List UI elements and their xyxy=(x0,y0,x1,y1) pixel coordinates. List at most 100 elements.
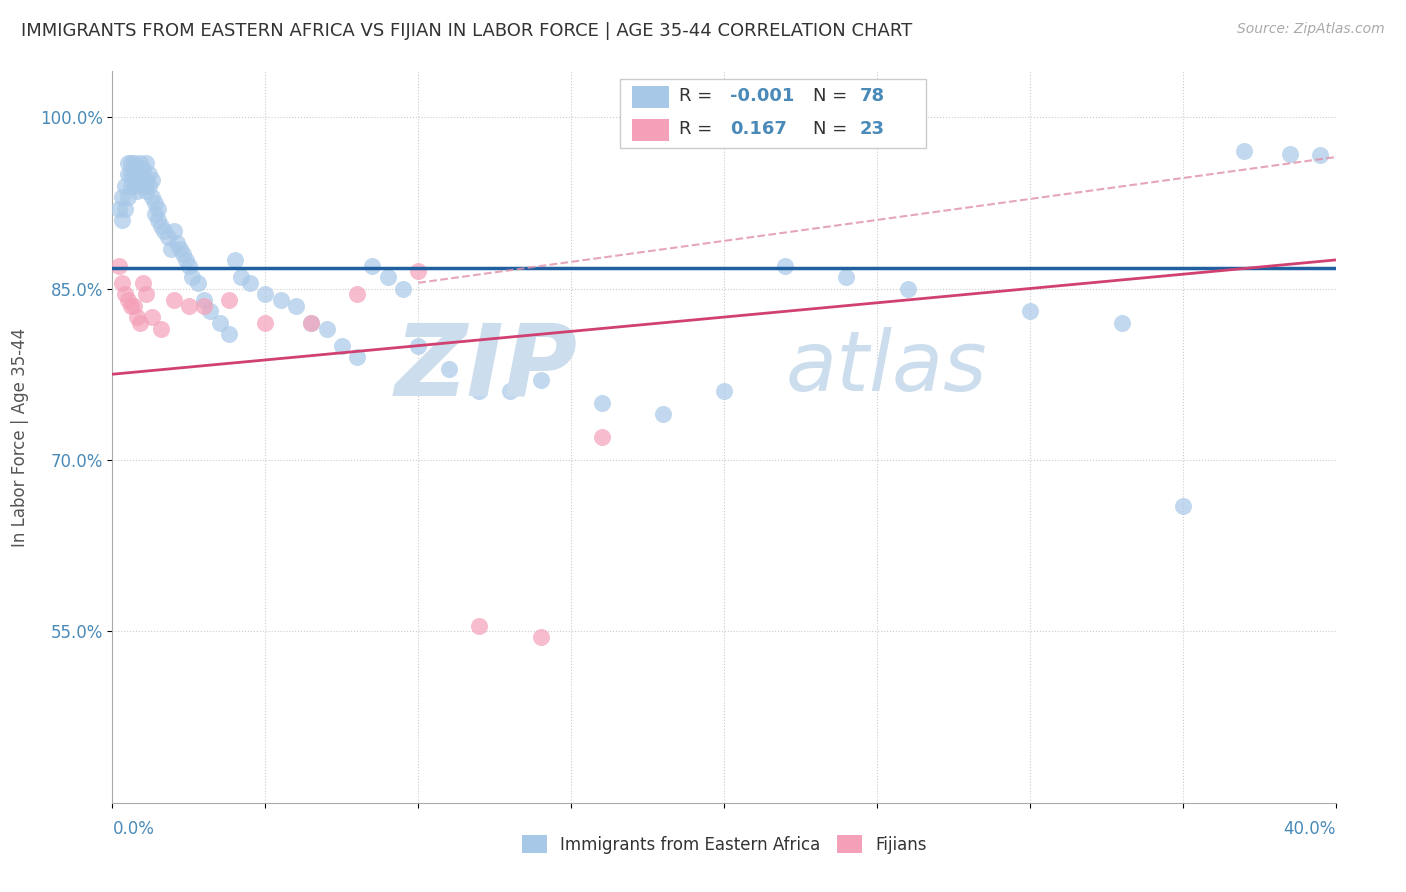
Text: N =: N = xyxy=(814,87,848,105)
Point xyxy=(530,630,553,644)
Point xyxy=(835,270,858,285)
Point xyxy=(159,242,181,256)
Point xyxy=(163,293,186,307)
Point xyxy=(129,156,152,170)
Point xyxy=(775,259,797,273)
Point xyxy=(156,230,179,244)
Point xyxy=(122,167,145,181)
Y-axis label: In Labor Force | Age 35-44: In Labor Force | Age 35-44 xyxy=(11,327,28,547)
Point xyxy=(132,276,155,290)
Point xyxy=(330,338,353,352)
Point xyxy=(129,316,152,330)
Point xyxy=(129,167,152,181)
Point xyxy=(135,173,157,187)
Point xyxy=(150,321,173,335)
Point xyxy=(132,161,155,176)
Point xyxy=(117,293,139,307)
Point xyxy=(218,293,240,307)
Point xyxy=(107,202,129,216)
Point xyxy=(141,190,163,204)
Point xyxy=(1309,148,1331,162)
Point xyxy=(208,316,231,330)
Point xyxy=(299,316,322,330)
Point xyxy=(120,156,142,170)
Point xyxy=(299,316,322,330)
Point xyxy=(193,299,215,313)
Point xyxy=(117,167,139,181)
Point xyxy=(148,213,170,227)
Point xyxy=(153,224,176,238)
Point xyxy=(591,430,613,444)
Point xyxy=(200,304,222,318)
Point xyxy=(111,276,134,290)
Text: R =: R = xyxy=(679,87,711,105)
Point xyxy=(143,195,166,210)
Point xyxy=(138,167,160,181)
Point xyxy=(239,276,262,290)
Point xyxy=(408,338,430,352)
Point xyxy=(530,373,553,387)
Point xyxy=(117,190,139,204)
Point xyxy=(111,213,134,227)
Point xyxy=(125,310,148,324)
Text: -0.001: -0.001 xyxy=(730,87,794,105)
Point xyxy=(193,293,215,307)
Point xyxy=(181,270,204,285)
FancyBboxPatch shape xyxy=(633,86,669,108)
Point xyxy=(122,156,145,170)
Point xyxy=(138,178,160,193)
Point xyxy=(120,167,142,181)
Point xyxy=(177,259,200,273)
Point xyxy=(591,396,613,410)
Point xyxy=(125,185,148,199)
Text: Source: ZipAtlas.com: Source: ZipAtlas.com xyxy=(1237,22,1385,37)
Point xyxy=(122,178,145,193)
Point xyxy=(713,384,735,399)
Point xyxy=(437,361,460,376)
Point xyxy=(346,350,368,364)
Point xyxy=(1278,146,1301,161)
Point xyxy=(169,242,191,256)
FancyBboxPatch shape xyxy=(633,119,669,141)
Point xyxy=(652,407,675,421)
Point xyxy=(172,247,194,261)
Point xyxy=(1018,304,1040,318)
Point xyxy=(270,293,292,307)
Point xyxy=(218,327,240,342)
Point xyxy=(187,276,209,290)
Point xyxy=(897,281,920,295)
Point xyxy=(163,224,186,238)
FancyBboxPatch shape xyxy=(620,78,927,148)
Point xyxy=(122,299,145,313)
Point xyxy=(111,190,134,204)
Point xyxy=(114,202,136,216)
Text: atlas: atlas xyxy=(786,327,987,409)
Point xyxy=(315,321,337,335)
Point xyxy=(174,252,197,267)
Point xyxy=(141,173,163,187)
Point xyxy=(135,156,157,170)
Legend: Immigrants from Eastern Africa, Fijians: Immigrants from Eastern Africa, Fijians xyxy=(515,829,934,860)
Point xyxy=(125,173,148,187)
Point xyxy=(408,264,430,278)
Point xyxy=(468,618,491,632)
Point xyxy=(1171,499,1194,513)
Point xyxy=(148,202,170,216)
Point xyxy=(254,287,277,301)
Point xyxy=(468,384,491,399)
Point xyxy=(166,235,188,250)
Point xyxy=(499,384,522,399)
Point xyxy=(117,156,139,170)
Point xyxy=(392,281,415,295)
Point xyxy=(114,287,136,301)
Point xyxy=(254,316,277,330)
Text: 23: 23 xyxy=(860,120,884,138)
Point xyxy=(1111,316,1133,330)
Point xyxy=(143,207,166,221)
Point xyxy=(135,287,157,301)
Text: IMMIGRANTS FROM EASTERN AFRICA VS FIJIAN IN LABOR FORCE | AGE 35-44 CORRELATION : IMMIGRANTS FROM EASTERN AFRICA VS FIJIAN… xyxy=(21,22,912,40)
Text: 0.0%: 0.0% xyxy=(112,820,155,838)
Point xyxy=(229,270,252,285)
Point xyxy=(177,299,200,313)
Point xyxy=(114,178,136,193)
